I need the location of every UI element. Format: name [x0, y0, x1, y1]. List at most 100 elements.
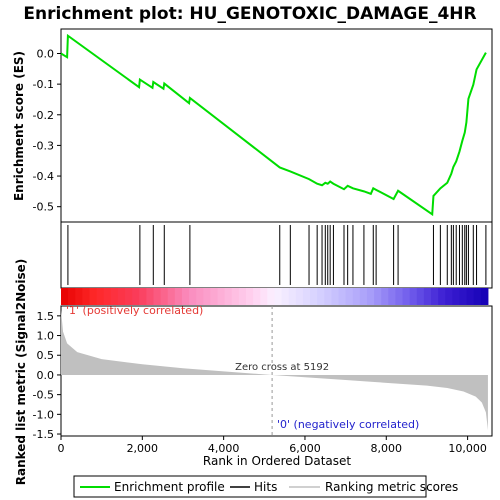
legend-metric-label: Ranking metric scores [325, 480, 458, 494]
heatmap-segment [438, 288, 446, 305]
enrichment-profile-line [60, 33, 487, 217]
heatmap-segment [267, 288, 275, 305]
heatmap-segment [203, 288, 211, 305]
heatmap-segment [345, 288, 354, 305]
ranking-metric-area [61, 309, 488, 431]
x-tick-label: 10,000 [448, 442, 487, 455]
es-tick-label: -0.5 [33, 201, 54, 214]
heatmap-segment [103, 288, 112, 305]
heatmap-segment [338, 288, 347, 305]
heatmap-segment [139, 288, 147, 305]
hits-panel [60, 221, 493, 289]
heatmap-segment [480, 288, 489, 305]
heatmap-segment [388, 288, 396, 305]
heatmap-segment [331, 288, 340, 305]
heatmap-segment [402, 288, 411, 305]
metric-tick-label: -1.5 [33, 428, 54, 441]
heatmap-segment [238, 288, 247, 305]
positive-correlation-label: '1' (positively correlated) [66, 304, 203, 317]
heatmap-segment [395, 288, 404, 305]
heatmap-segment [132, 288, 140, 305]
x-axis: 0 2,000 4,000 6,000 8,000 10,000 [58, 436, 487, 455]
es-tick-label: -0.4 [33, 170, 54, 183]
heatmap-segment [231, 288, 240, 305]
heatmap-segment [352, 288, 361, 305]
heatmap-segment [61, 288, 69, 305]
heatmap-segment [459, 288, 468, 305]
heatmap-segment [431, 288, 439, 305]
heatmap-segment [302, 288, 311, 305]
heatmap-segment [374, 288, 382, 305]
heatmap-segment [110, 288, 119, 305]
x-tick-label: 6,000 [289, 442, 321, 455]
metric-tick-label: -0.5 [33, 389, 54, 402]
metric-axis: 1.5 1.0 0.5 0.0 -0.5 -1.0 -1.5 [33, 310, 61, 441]
rank-heatmap-bar [61, 288, 489, 305]
heatmap-segment [246, 288, 254, 305]
heatmap-segment [117, 288, 126, 305]
heatmap-segment [366, 288, 375, 305]
es-tick-label: 0.0 [37, 48, 55, 61]
heatmap-segment [466, 288, 475, 305]
heatmap-segment [409, 288, 418, 305]
heatmap-segment [445, 288, 453, 305]
legend-hits-label: Hits [254, 480, 277, 494]
chart-title: Enrichment plot: HU_GENOTOXIC_DAMAGE_4HR [23, 4, 476, 24]
es-tick-label: -0.3 [33, 139, 54, 152]
heatmap-segment [473, 288, 482, 305]
zero-cross-label: Zero cross at 5192 [235, 362, 329, 373]
heatmap-segment [96, 288, 105, 305]
heatmap-segment [196, 288, 204, 305]
es-panel [60, 28, 493, 223]
heatmap-segment [181, 288, 190, 305]
heatmap-segment [260, 288, 268, 305]
es-tick-label: -0.2 [33, 109, 54, 122]
x-tick-label: 0 [58, 442, 65, 455]
heatmap-segment [68, 288, 76, 305]
es-axis: 0.0 -0.1 -0.2 -0.3 -0.4 -0.5 [33, 48, 61, 214]
legend: Enrichment profile Hits Ranking metric s… [73, 475, 458, 498]
heatmap-segment [452, 288, 460, 305]
heatmap-segment [288, 288, 297, 305]
heatmap-segment [359, 288, 368, 305]
metric-tick-label: 1.5 [37, 310, 55, 323]
heatmap-segment [146, 288, 155, 305]
heatmap-segment [217, 288, 226, 305]
heatmap-segment [295, 288, 304, 305]
heatmap-segment [281, 288, 290, 305]
heatmap-segment [160, 288, 169, 305]
legend-profile-label: Enrichment profile [114, 480, 225, 494]
heatmap-segment [324, 288, 332, 305]
heatmap-segment [167, 288, 176, 305]
negative-correlation-label: '0' (negatively correlated) [277, 418, 419, 431]
heatmap-segment [153, 288, 162, 305]
metric-tick-label: -1.0 [33, 408, 54, 421]
metric-tick-label: 0.5 [37, 349, 55, 362]
metric-tick-label: 0.0 [37, 369, 55, 382]
heatmap-segment [381, 288, 389, 305]
heatmap-segment [310, 288, 318, 305]
heatmap-segment [253, 288, 261, 305]
metric-tick-label: 1.0 [37, 330, 55, 343]
x-tick-label: 4,000 [208, 442, 240, 455]
x-axis-label: Rank in Ordered Dataset [203, 454, 351, 468]
heatmap-segment [75, 288, 83, 305]
heatmap-segment [82, 288, 90, 305]
heatmap-segment [317, 288, 325, 305]
heatmap-segment [224, 288, 233, 305]
x-tick-label: 2,000 [127, 442, 159, 455]
heatmap-segment [125, 288, 133, 305]
heatmap-segment [89, 288, 98, 305]
x-tick-label: 8,000 [371, 442, 403, 455]
heatmap-segment [416, 288, 425, 305]
heatmap-segment [174, 288, 183, 305]
heatmap-segment [274, 288, 283, 305]
heatmap-segment [210, 288, 219, 305]
heatmap-segment [423, 288, 432, 305]
metric-axis-label: Ranked list metric (Signal2Noise) [14, 259, 28, 486]
es-axis-label: Enrichment score (ES) [12, 51, 26, 201]
es-tick-label: -0.1 [33, 78, 54, 91]
heatmap-segment [189, 288, 197, 305]
hit-markers [67, 225, 487, 285]
